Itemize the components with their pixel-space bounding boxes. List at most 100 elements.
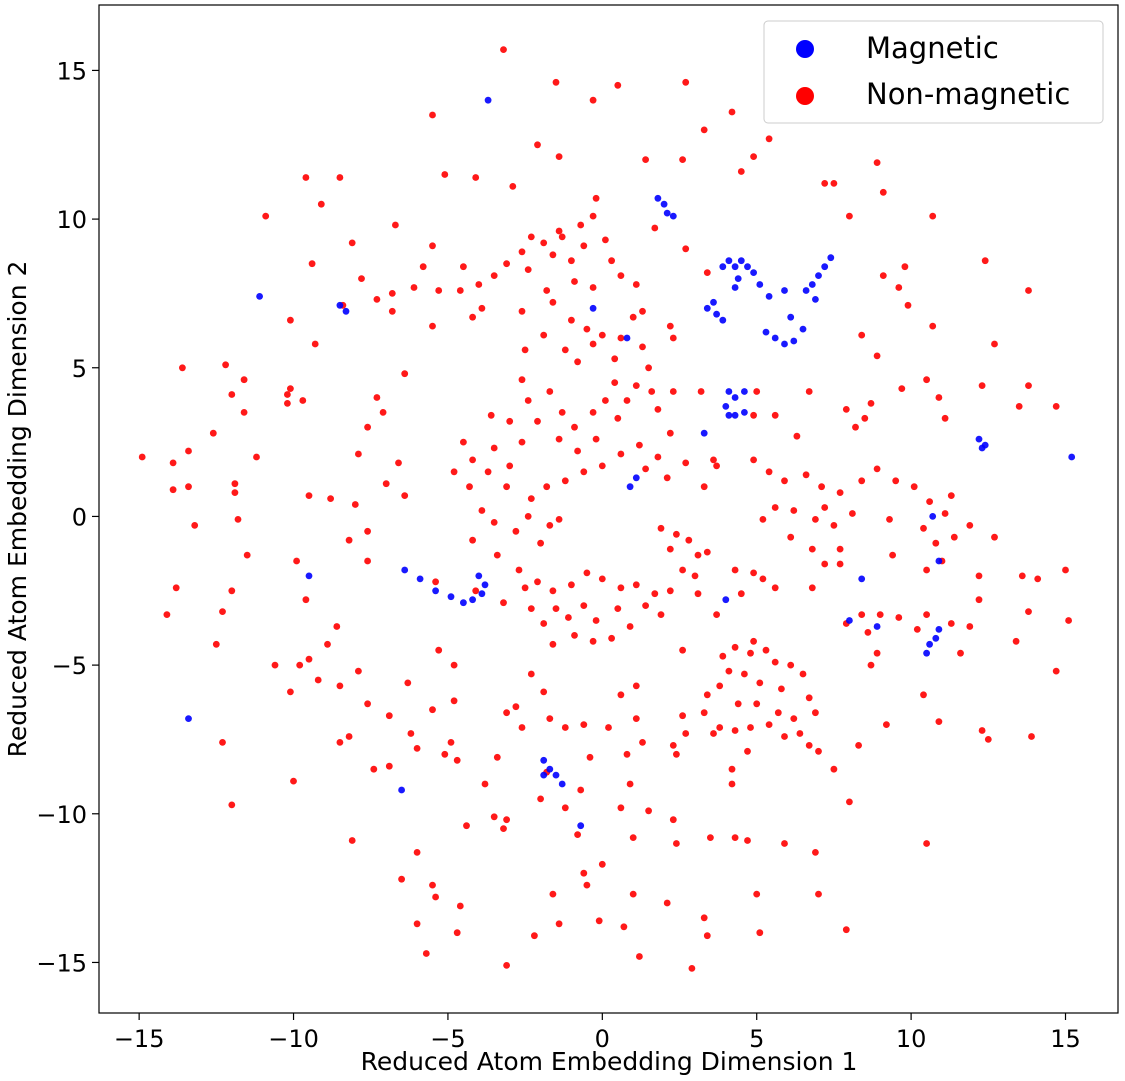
non-magnetic-point (219, 739, 226, 746)
non-magnetic-point (858, 477, 866, 485)
non-magnetic-point (302, 596, 310, 604)
non-magnetic-point (228, 391, 236, 398)
non-magnetic-point (138, 453, 146, 461)
non-magnetic-point (632, 382, 640, 389)
non-magnetic-point (855, 742, 862, 749)
non-magnetic-point (673, 530, 680, 538)
non-magnetic-point (821, 180, 829, 187)
non-magnetic-point (534, 578, 541, 586)
non-magnetic-point (358, 275, 365, 282)
magnetic-point (469, 596, 476, 604)
non-magnetic-point (836, 545, 844, 553)
non-magnetic-point (753, 700, 761, 708)
non-magnetic-point (957, 649, 964, 657)
non-magnetic-point (876, 611, 884, 618)
non-magnetic-point (978, 382, 986, 389)
magnetic-point (185, 715, 192, 722)
non-magnetic-point (503, 260, 510, 268)
non-magnetic-point (929, 322, 937, 330)
non-magnetic-point (753, 388, 761, 395)
non-magnetic-point (984, 736, 992, 743)
non-magnetic-point (592, 194, 600, 202)
non-magnetic-point (481, 780, 489, 788)
non-magnetic-point (879, 272, 887, 279)
non-magnetic-point (410, 284, 418, 291)
non-magnetic-point (632, 715, 640, 722)
non-magnetic-point (669, 742, 677, 749)
non-magnetic-point (750, 569, 757, 577)
non-magnetic-point (669, 388, 677, 395)
non-magnetic-point (253, 453, 260, 461)
non-magnetic-point (614, 414, 622, 422)
non-magnetic-point (864, 629, 872, 636)
magnetic-point (978, 444, 986, 452)
non-magnetic-point (812, 516, 819, 523)
non-magnetic-point (595, 917, 603, 925)
non-magnetic-point (373, 394, 381, 401)
magnetic-point (790, 337, 798, 345)
non-magnetic-point (228, 801, 236, 809)
non-magnetic-point (781, 840, 788, 847)
non-magnetic-point (852, 423, 859, 431)
non-magnetic-point (506, 417, 514, 425)
non-magnetic-point (1025, 608, 1032, 615)
non-magnetic-point (734, 700, 742, 708)
non-magnetic-point (521, 584, 529, 592)
non-magnetic-point (765, 468, 773, 476)
non-magnetic-point (858, 331, 866, 339)
non-magnetic-point (531, 932, 538, 940)
non-magnetic-point (450, 661, 458, 669)
non-magnetic-point (744, 837, 751, 844)
non-magnetic-point (580, 721, 588, 728)
non-magnetic-point (632, 281, 640, 288)
y-tick-label: 15 (56, 57, 87, 85)
non-magnetic-point (348, 239, 356, 247)
magnetic-point (703, 304, 711, 312)
x-tick-label: 0 (595, 1025, 610, 1053)
y-axis-ticks: −15 −10 −5 0 5 10 15 (36, 57, 99, 977)
magnetic-point (725, 411, 733, 419)
non-magnetic-point (920, 691, 927, 699)
non-magnetic-point (305, 492, 313, 499)
non-magnetic-point (691, 572, 699, 580)
non-magnetic-point (923, 840, 930, 847)
non-magnetic-point (169, 486, 177, 494)
non-magnetic-point (284, 391, 291, 398)
non-magnetic-point (512, 527, 520, 535)
non-magnetic-point (429, 322, 436, 330)
non-magnetic-point (475, 281, 483, 288)
non-magnetic-point (617, 450, 625, 458)
non-magnetic-point (296, 661, 304, 669)
non-magnetic-point (509, 183, 517, 190)
non-magnetic-point (370, 765, 378, 773)
non-magnetic-point (901, 263, 909, 271)
non-magnetic-point (716, 682, 724, 690)
non-magnetic-point (923, 376, 930, 384)
non-magnetic-point (679, 566, 686, 574)
non-magnetic-point (682, 78, 690, 86)
magnetic-point (623, 334, 631, 342)
magnetic-point (935, 626, 943, 633)
non-magnetic-point (617, 804, 625, 812)
non-magnetic-point (941, 414, 949, 422)
non-magnetic-point (447, 739, 455, 746)
non-magnetic-point (540, 688, 548, 696)
non-magnetic-point (771, 411, 779, 419)
non-magnetic-point (639, 343, 646, 351)
non-magnetic-point (388, 307, 396, 315)
non-magnetic-point (799, 670, 807, 678)
x-axis-ticks: −15 −10 −5 0 5 10 15 (114, 1013, 1081, 1053)
non-magnetic-point (731, 727, 739, 734)
non-magnetic-point (728, 780, 736, 788)
non-magnetic-point (583, 325, 591, 333)
non-magnetic-point (781, 733, 788, 740)
non-magnetic-point (929, 212, 937, 220)
non-magnetic-point (549, 587, 557, 595)
non-magnetic-point (700, 709, 708, 717)
non-magnetic-point (345, 536, 353, 544)
non-magnetic-point (605, 724, 612, 731)
non-magnetic-point (935, 718, 943, 725)
magnetic-point (432, 587, 439, 595)
non-magnetic-point (703, 932, 711, 940)
magnetic-point (460, 599, 467, 607)
